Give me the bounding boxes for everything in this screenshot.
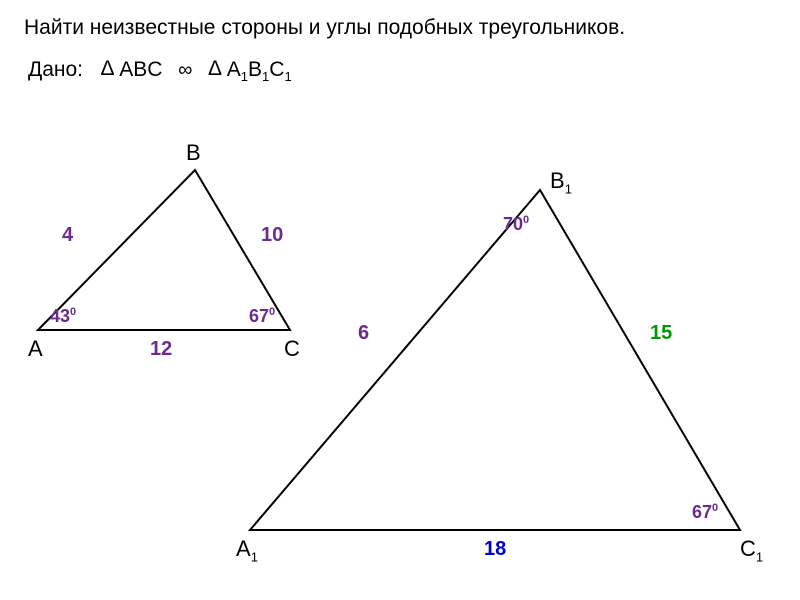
vertex-B: B <box>186 140 201 166</box>
vertex-A1: A1 <box>236 536 258 564</box>
triangle-a1b1c1 <box>250 190 740 530</box>
side-AC: 12 <box>150 338 172 361</box>
vertex-C: C <box>284 336 300 362</box>
vertex-B1: B1 <box>550 168 572 196</box>
geometry-canvas <box>0 0 800 600</box>
side-B1C1: 15 <box>650 322 672 345</box>
vertex-A: A <box>28 336 43 362</box>
angle-C1: 670 <box>692 502 718 523</box>
angle-C: 670 <box>249 306 275 327</box>
side-A1C1: 18 <box>484 538 506 561</box>
angle-B1: 700 <box>503 214 529 235</box>
side-AB: 4 <box>62 224 73 247</box>
angle-A: 430 <box>50 306 76 327</box>
side-BC: 10 <box>261 224 283 247</box>
vertex-C1: C1 <box>740 536 763 564</box>
side-A1B1: 6 <box>358 322 369 345</box>
